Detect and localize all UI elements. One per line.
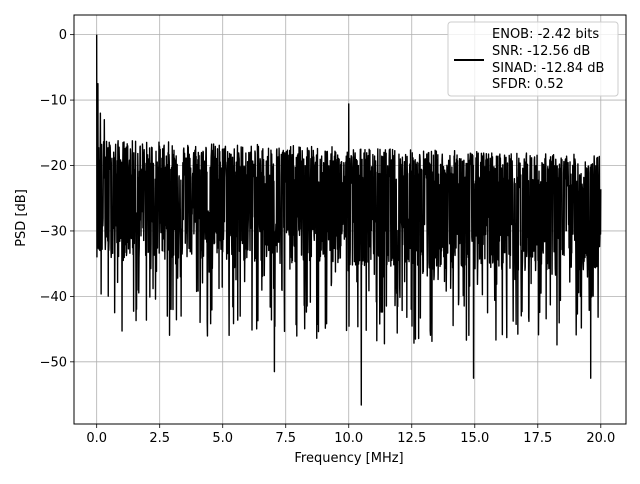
x-tick-label: 7.5 (275, 431, 296, 446)
legend-line-snr: SNR: -12.56 dB (492, 44, 590, 59)
x-axis-label: Frequency [MHz] (294, 451, 403, 466)
legend: ENOB: -2.42 bits SNR: -12.56 dB SINAD: -… (447, 21, 619, 97)
y-tick-label: 0 (59, 28, 67, 43)
x-tick-label: 17.5 (523, 431, 552, 446)
legend-box (447, 21, 619, 97)
y-axis-label: PSD [dB] (14, 189, 29, 247)
psd-trace-line (95, 34, 602, 406)
x-tick-label: 15.0 (460, 431, 489, 446)
x-axis-ticks: 0.0 2.5 5.0 7.5 10.0 12.5 15.0 17.5 20.0 (86, 424, 615, 446)
x-tick-label: 5.0 (212, 431, 233, 446)
x-tick-label: 0.0 (86, 431, 107, 446)
legend-line-enob: ENOB: -2.42 bits (492, 27, 599, 42)
x-tick-label: 2.5 (149, 431, 170, 446)
x-tick-label: 10.0 (334, 431, 363, 446)
legend-line-sfdr: SFDR: 0.52 (492, 77, 564, 92)
psd-trace-group (95, 34, 602, 406)
x-tick-label: 12.5 (397, 431, 426, 446)
legend-line-sinad: SINAD: -12.84 dB (492, 61, 604, 76)
y-tick-label: −40 (40, 290, 67, 305)
y-axis-ticks: 0 −10 −20 −30 −40 −50 (40, 28, 74, 370)
x-tick-label: 20.0 (586, 431, 615, 446)
y-tick-label: −10 (40, 94, 67, 109)
axes-spines (73, 14, 627, 425)
y-tick-label: −50 (40, 355, 67, 370)
y-tick-label: −30 (40, 224, 67, 239)
y-tick-label: −20 (40, 159, 67, 174)
axes-frame (73, 14, 627, 425)
